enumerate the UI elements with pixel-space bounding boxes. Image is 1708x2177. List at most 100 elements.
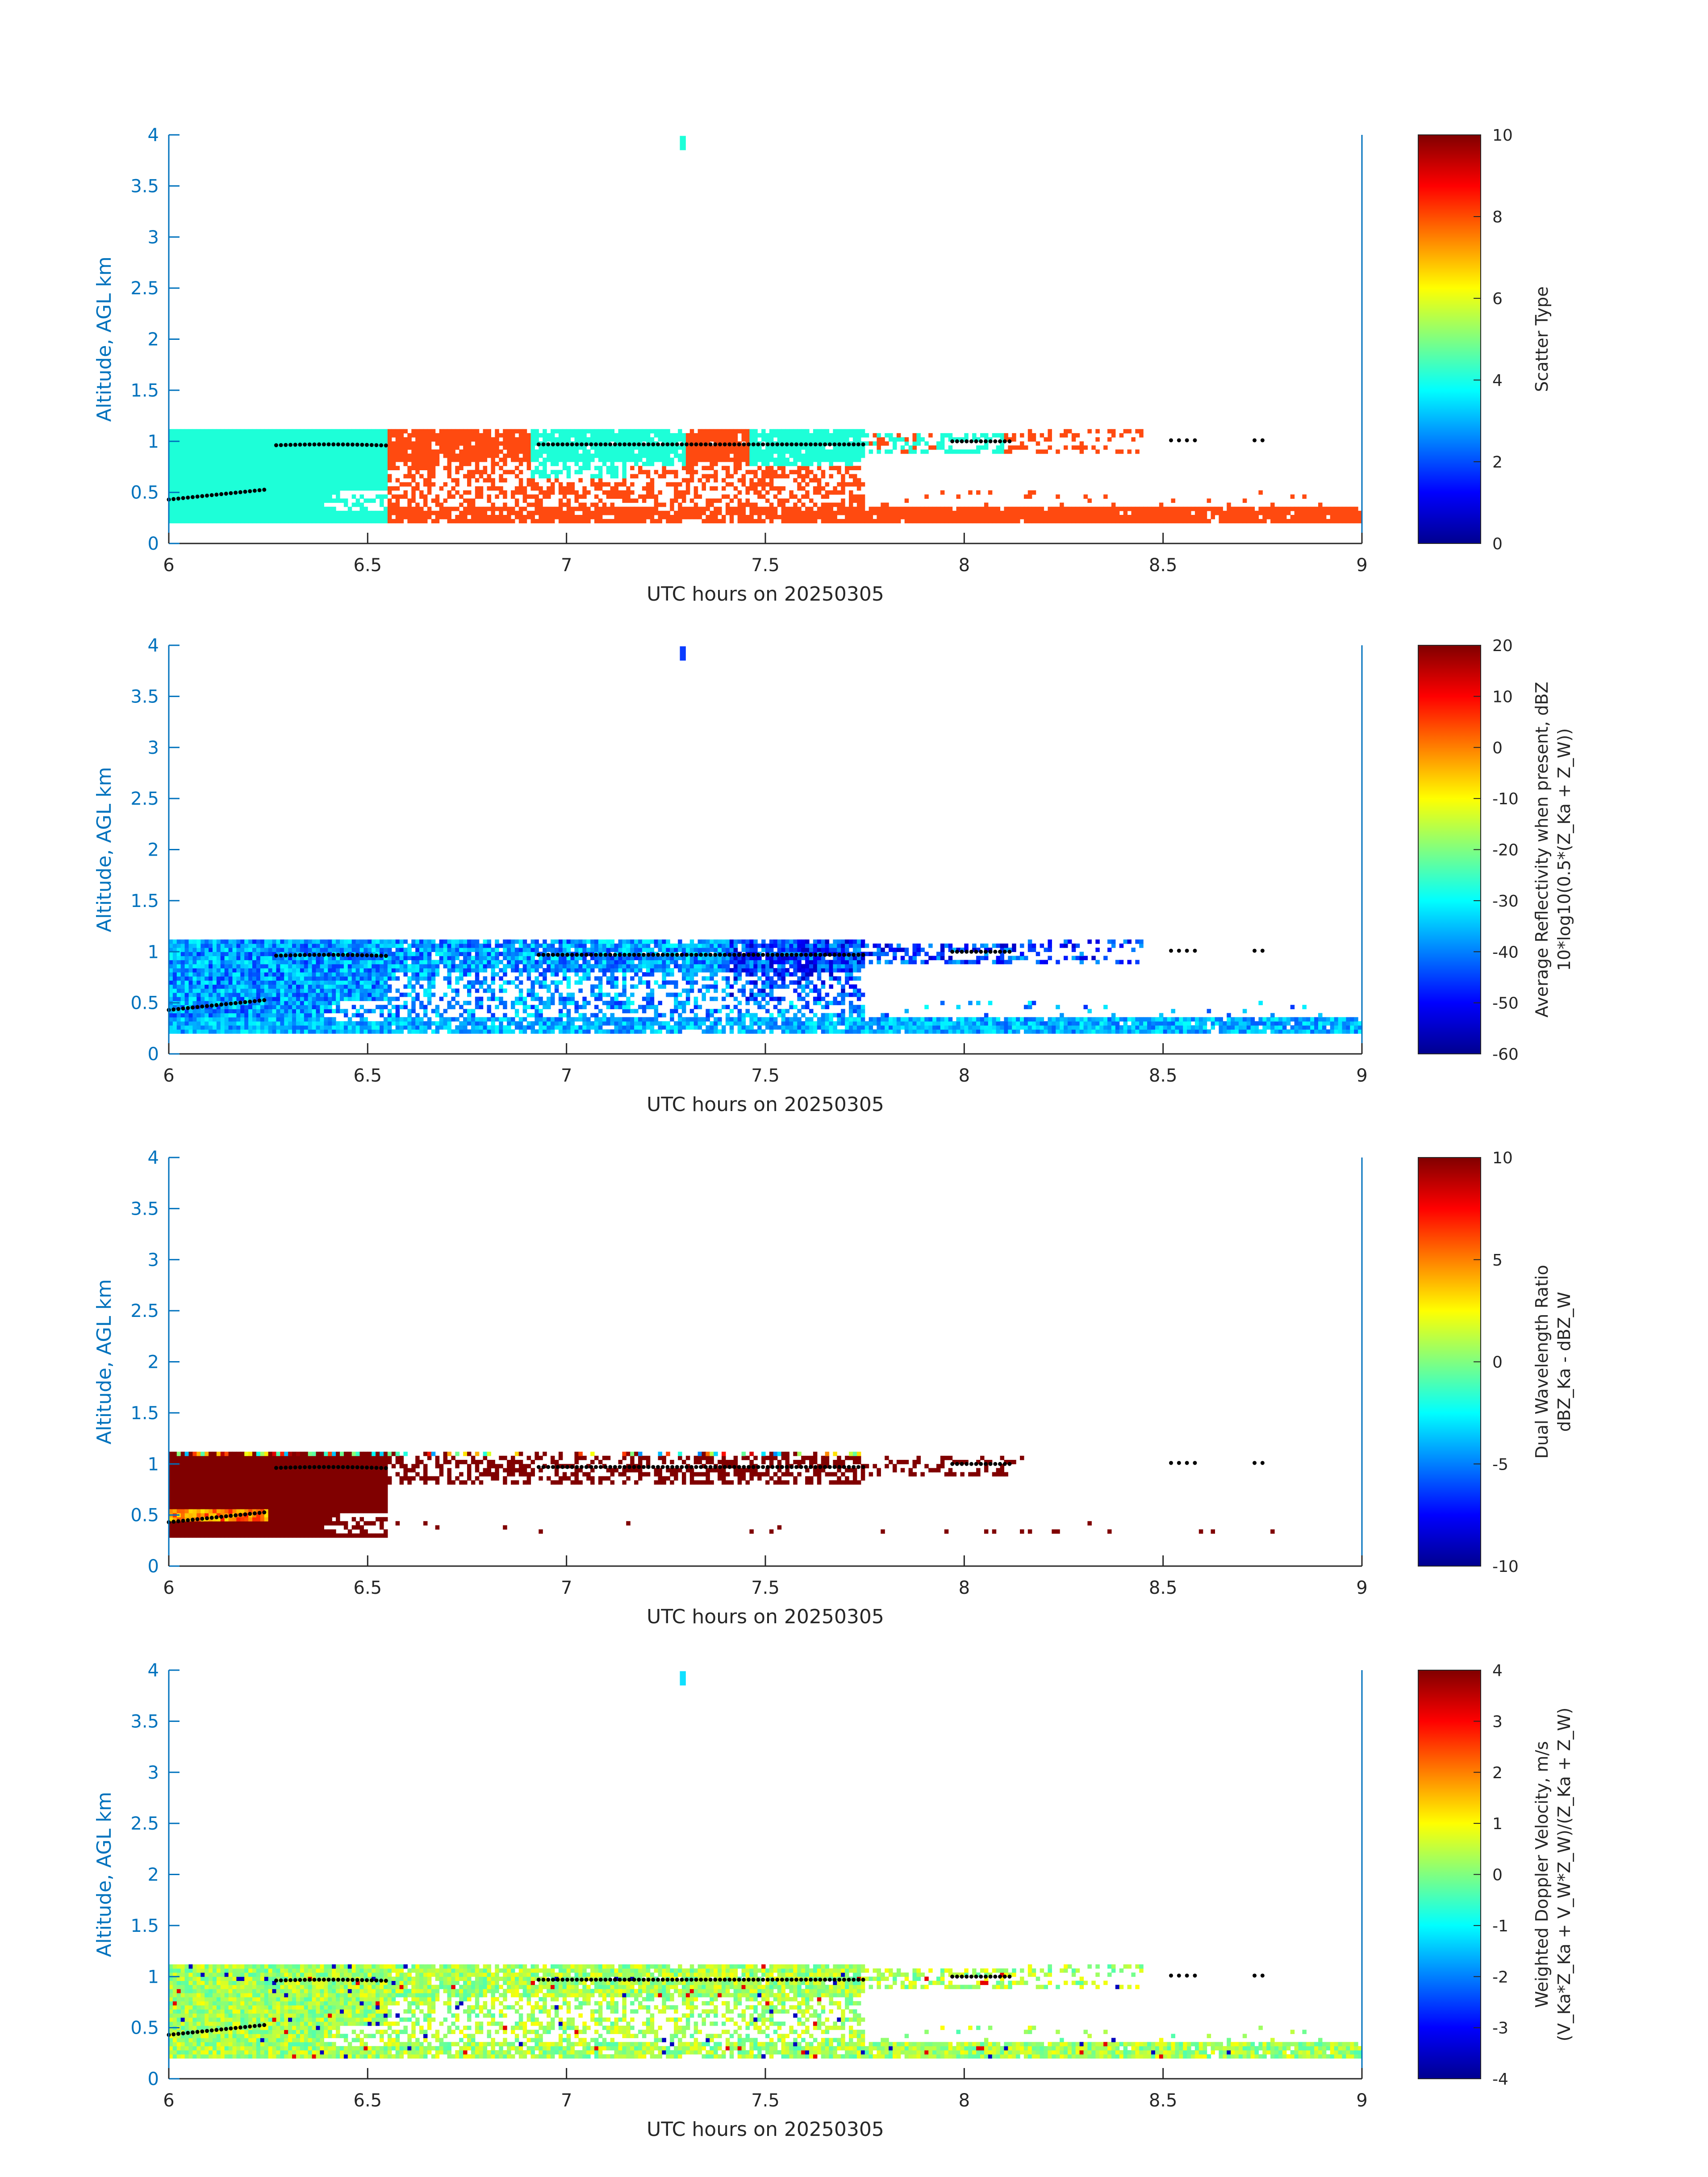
- heatmap-cell: [176, 968, 181, 973]
- heatmap-cell: [300, 988, 305, 993]
- heatmap-cell: [530, 519, 535, 523]
- heatmap-cell: [1048, 510, 1052, 515]
- heatmap-cell: [837, 457, 841, 462]
- heatmap-cell: [220, 1017, 225, 1022]
- heatmap-cell: [455, 441, 459, 446]
- heatmap-cell: [547, 494, 551, 499]
- heatmap-cell: [678, 494, 682, 499]
- heatmap-cell: [1203, 510, 1207, 515]
- heatmap-cell: [220, 490, 225, 495]
- heatmap-cell: [682, 449, 686, 454]
- heatmap-cell: [511, 437, 515, 442]
- heatmap-cell: [232, 429, 237, 434]
- heatmap-cell: [821, 433, 826, 438]
- heatmap-cell: [944, 433, 949, 438]
- heatmap-cell: [431, 510, 436, 515]
- heatmap-cell: [833, 453, 837, 458]
- heatmap-cell: [232, 1021, 237, 1026]
- heatmap-cell: [213, 449, 217, 454]
- heatmap-cell: [817, 449, 822, 454]
- heatmap-cell: [455, 519, 459, 523]
- heatmap-cell: [940, 433, 945, 438]
- heatmap-cell: [268, 433, 273, 438]
- heatmap-cell: [308, 429, 313, 434]
- heatmap-cell: [213, 453, 217, 458]
- heatmap-cell: [714, 433, 718, 438]
- heatmap-cell: [240, 502, 245, 507]
- heatmap-cell: [172, 510, 177, 515]
- heatmap-cell: [467, 429, 472, 434]
- heatmap-cell: [566, 515, 571, 519]
- heatmap-cell: [228, 486, 233, 491]
- heatmap-cell: [176, 462, 181, 466]
- heatmap-cell: [610, 437, 615, 442]
- heatmap-cell: [526, 482, 531, 487]
- heatmap-cell: [280, 515, 284, 519]
- heatmap-cell: [328, 996, 332, 1001]
- heatmap-cell: [650, 457, 655, 462]
- heatmap-cell: [169, 996, 173, 1001]
- heatmap-cell: [710, 510, 714, 515]
- heatmap-cell: [650, 478, 655, 483]
- heatmap-cell: [435, 502, 440, 507]
- heatmap-cell: [733, 510, 738, 515]
- heatmap-cell: [367, 519, 372, 523]
- heatmap-cell: [714, 486, 718, 491]
- heatmap-cell: [1330, 515, 1335, 519]
- heatmap-cell: [1115, 519, 1120, 523]
- heatmap-cell: [351, 519, 356, 523]
- heatmap-cell: [328, 515, 332, 519]
- heatmap-cell: [793, 502, 798, 507]
- heatmap-cell: [483, 510, 488, 515]
- heatmap-cell: [1254, 510, 1259, 515]
- heatmap-cell: [1036, 441, 1040, 446]
- heatmap-cell: [741, 449, 746, 454]
- heatmap-cell: [324, 1017, 328, 1022]
- heatmap-cell: [252, 510, 257, 515]
- heatmap-cell: [1274, 519, 1279, 523]
- heatmap-cell: [1020, 515, 1024, 519]
- heatmap-cell: [268, 441, 273, 446]
- heatmap-cell: [881, 510, 885, 515]
- heatmap-cell: [200, 449, 205, 454]
- heatmap-cell: [351, 445, 356, 450]
- heatmap-cell: [296, 1001, 301, 1005]
- heatmap-cell: [391, 441, 396, 446]
- heatmap-cell: [268, 506, 273, 511]
- heatmap-cell: [439, 429, 444, 434]
- heatmap-cell: [471, 510, 476, 515]
- heatmap-cell: [1278, 519, 1283, 523]
- heatmap-cell: [296, 992, 301, 997]
- heatmap-cell: [419, 474, 424, 479]
- heatmap-cell: [300, 968, 305, 973]
- heatmap-cell: [213, 486, 217, 491]
- heatmap-cell: [169, 445, 173, 450]
- heatmap-cell: [216, 948, 221, 952]
- heatmap-cell: [240, 1025, 245, 1030]
- marker-dot: [575, 442, 579, 447]
- heatmap-cell: [706, 453, 710, 458]
- heatmap-cell: [526, 478, 531, 483]
- heatmap-cell: [530, 470, 535, 475]
- heatmap-cell: [745, 445, 750, 450]
- heatmap-cell: [749, 449, 754, 454]
- heatmap-cell: [328, 939, 332, 944]
- heatmap-cell: [849, 490, 853, 495]
- heatmap-cell: [205, 506, 209, 511]
- heatmap-cell: [431, 462, 436, 466]
- heatmap-cell: [682, 466, 686, 470]
- heatmap-cell: [547, 453, 551, 458]
- heatmap-cell: [447, 506, 451, 511]
- heatmap-cell: [184, 470, 189, 475]
- heatmap-cell: [363, 433, 368, 438]
- heatmap-cell: [316, 466, 320, 470]
- heatmap-cell: [272, 956, 277, 961]
- heatmap-cell: [849, 445, 853, 450]
- heatmap-cell: [268, 1029, 273, 1034]
- heatmap-cell: [192, 510, 197, 515]
- heatmap-cell: [837, 470, 841, 475]
- heatmap-cell: [296, 980, 301, 985]
- heatmap-cell: [308, 943, 313, 948]
- heatmap-cell: [196, 490, 201, 495]
- heatmap-cell: [904, 519, 909, 523]
